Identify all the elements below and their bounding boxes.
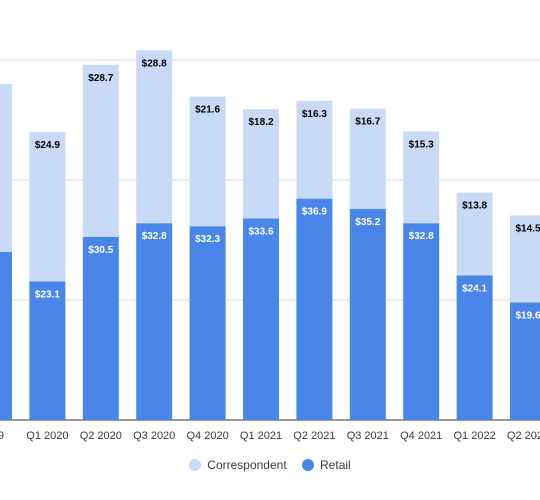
- x-tick-q4-2020: Q4 2020: [186, 430, 228, 442]
- bar-retail-q1-2022[interactable]: [456, 275, 493, 420]
- data-label-correspondent-q3-2021: $16.7: [355, 117, 380, 128]
- x-tick-q4-2019: 2019: [0, 430, 4, 442]
- data-label-correspondent-q2-2020: $28.7: [88, 73, 113, 84]
- bars: [0, 50, 540, 420]
- data-label-retail-q4-2020: $32.3: [195, 234, 220, 245]
- legend-swatch-correspondent: [189, 459, 202, 471]
- bar-correspondent-q2-2020[interactable]: [82, 64, 119, 237]
- bar-retail-q2-2020[interactable]: [82, 237, 119, 420]
- bar-correspondent-q4-2020[interactable]: [189, 96, 226, 227]
- x-axis: 2019 Q1 2020 Q2 2020 Q3 2020 Q4 2020 Q1 2021 Q…: [0, 430, 540, 442]
- data-label-retail-q4-2021: $32.8: [409, 231, 434, 242]
- legend-item-correspondent[interactable]: Correspondent: [189, 458, 287, 472]
- bar-correspondent-q4-2019[interactable]: [0, 84, 12, 252]
- x-tick-q3-2020: Q3 2020: [133, 430, 175, 442]
- bar-retail-q2-2021[interactable]: [296, 198, 333, 420]
- data-label-retail-q2-2021: $36.9: [302, 207, 327, 218]
- data-label-retail-q2-2022: $19.6: [515, 310, 540, 321]
- bar-retail-q2-2022[interactable]: [510, 302, 540, 420]
- data-label-correspondent-q1-2020: $24.9: [35, 140, 60, 151]
- x-tick-q2-2021: Q2 2021: [293, 430, 335, 442]
- x-tick-q3-2021: Q3 2021: [347, 430, 389, 442]
- bar-correspondent-q4-2021[interactable]: [403, 131, 440, 224]
- data-label-retail-q2-2020: $30.5: [88, 245, 113, 256]
- data-label-correspondent-q3-2020: $28.8: [142, 58, 167, 69]
- legend: Correspondent Retail: [0, 458, 540, 474]
- bar-retail-q1-2021[interactable]: [243, 218, 279, 420]
- data-label-retail-q3-2020: $32.8: [142, 231, 167, 242]
- legend-item-retail[interactable]: Retail: [302, 458, 351, 472]
- legend-label-retail: Retail: [320, 458, 351, 472]
- bar-correspondent-q3-2020[interactable]: [136, 50, 173, 224]
- data-label-correspondent-q1-2022: $13.8: [462, 201, 487, 212]
- legend-label-correspondent: Correspondent: [207, 458, 287, 472]
- x-tick-q1-2022: Q1 2022: [453, 430, 495, 442]
- data-label-correspondent-q1-2021: $18.2: [248, 117, 273, 128]
- bar-correspondent-q1-2022[interactable]: [456, 192, 493, 276]
- data-label-retail-q3-2021: $35.2: [355, 217, 380, 228]
- bar-correspondent-q1-2020[interactable]: [29, 132, 66, 282]
- bar-correspondent-q2-2021[interactable]: [296, 100, 333, 199]
- bar-retail-q4-2021[interactable]: [403, 223, 440, 420]
- data-label-correspondent-q4-2021: $15.3: [409, 139, 434, 150]
- x-tick-q4-2021: Q4 2021: [400, 430, 442, 442]
- bar-correspondent-q1-2021[interactable]: [243, 109, 279, 219]
- data-labels: $23.1 $24.9 $30.5 $28.7 $32.8 $28.8 $32.3 $21.6…: [35, 58, 540, 321]
- data-label-correspondent-q2-2022: $14.5: [515, 223, 540, 234]
- bar-retail-q3-2021[interactable]: [349, 208, 386, 420]
- bar-correspondent-q2-2022[interactable]: [510, 215, 540, 303]
- bar-correspondent-q3-2021[interactable]: [349, 108, 386, 209]
- data-label-retail-q1-2022: $24.1: [462, 283, 487, 294]
- data-label-correspondent-q4-2020: $21.6: [195, 105, 220, 116]
- x-tick-q1-2020: Q1 2020: [26, 430, 68, 442]
- x-tick-q1-2021: Q1 2021: [240, 430, 282, 442]
- data-label-retail-q1-2021: $33.6: [248, 226, 273, 237]
- data-label-retail-q1-2020: $23.1: [35, 289, 60, 300]
- x-tick-q2-2022: Q2 2022: [507, 430, 540, 442]
- bar-retail-q3-2020[interactable]: [136, 223, 173, 420]
- bar-retail-q1-2020[interactable]: [29, 281, 66, 420]
- bar-retail-q4-2020[interactable]: [189, 226, 226, 420]
- data-label-correspondent-q2-2021: $16.3: [302, 109, 327, 120]
- legend-swatch-retail: [302, 459, 315, 471]
- bar-retail-q4-2019[interactable]: [0, 252, 12, 420]
- x-tick-q2-2020: Q2 2020: [80, 430, 122, 442]
